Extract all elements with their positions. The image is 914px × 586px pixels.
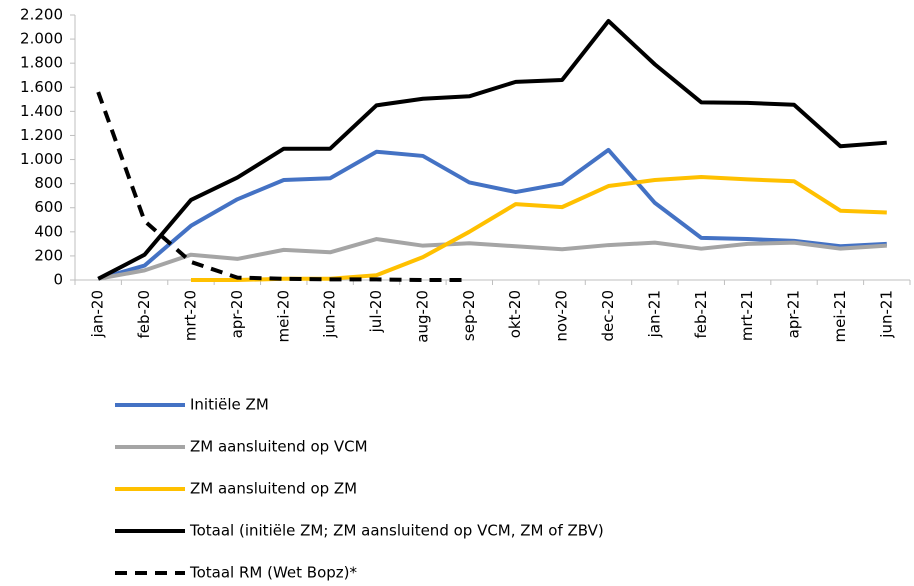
legend-label: Totaal (initiële ZM; ZM aansluitend op V… — [189, 522, 604, 540]
x-tick-label: feb-21 — [692, 290, 710, 339]
y-tick-label: 600 — [34, 198, 63, 216]
x-tick-label: aug-20 — [413, 290, 431, 343]
x-tick-label: jan-21 — [645, 290, 663, 338]
y-tick-label: 2.200 — [20, 6, 63, 24]
x-tick-label: sep-20 — [460, 290, 478, 341]
x-tick-label: jun-20 — [321, 290, 339, 339]
y-tick-label: 1.200 — [20, 126, 63, 144]
y-tick-label: 1.800 — [20, 54, 63, 72]
x-tick-label: feb-20 — [135, 290, 153, 339]
y-tick-label: 200 — [34, 246, 63, 264]
x-tick-label: apr-20 — [228, 290, 246, 338]
y-tick-label: 1.400 — [20, 102, 63, 120]
x-tick-label: jan-20 — [89, 290, 107, 338]
y-tick-label: 1.000 — [20, 150, 63, 168]
x-tick-label: mrt-21 — [738, 290, 756, 341]
y-tick-label: 2.000 — [20, 30, 63, 48]
y-tick-label: 400 — [34, 222, 63, 240]
x-tick-label: apr-21 — [785, 290, 803, 338]
series-line — [97, 19, 887, 281]
series-line — [190, 175, 887, 282]
x-tick-label: okt-20 — [506, 290, 524, 338]
legend-label: Totaal RM (Wet Bopz)* — [189, 564, 358, 582]
x-tick-label: mei-20 — [274, 290, 292, 343]
x-tick-label: mei-21 — [831, 290, 849, 343]
x-tick-label: nov-20 — [553, 290, 571, 342]
y-tick-label: 1.600 — [20, 78, 63, 96]
x-tick-label: jul-20 — [367, 290, 385, 333]
x-tick-label: mrt-20 — [181, 290, 199, 341]
legend-label: ZM aansluitend op ZM — [190, 480, 357, 498]
series-line — [97, 237, 887, 281]
y-tick-label: 800 — [34, 174, 63, 192]
y-tick-label: 0 — [53, 271, 63, 289]
x-tick-label: dec-20 — [599, 290, 617, 342]
series-line — [97, 147, 887, 281]
legend-label: ZM aansluitend op VCM — [190, 438, 368, 456]
x-tick-label: jun-21 — [877, 290, 895, 339]
legend-label: Initiële ZM — [190, 396, 269, 414]
